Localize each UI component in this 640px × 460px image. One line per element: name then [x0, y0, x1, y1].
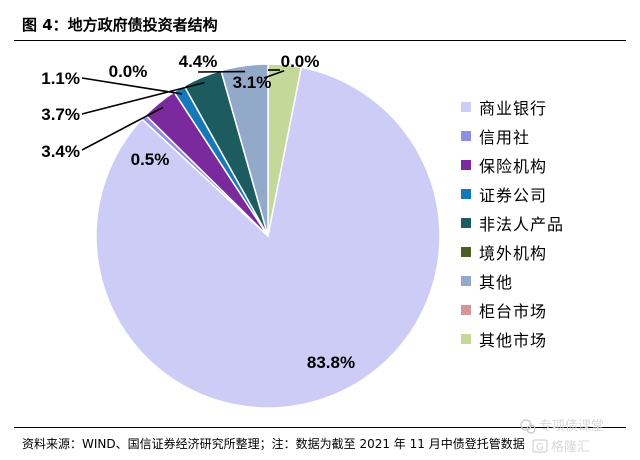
- legend-swatch: [461, 160, 471, 170]
- legend-item: 证券公司: [461, 179, 564, 208]
- legend-label: 其他: [479, 269, 513, 293]
- data-label: 3.7%: [41, 105, 80, 124]
- legend-item: 柜台市场: [461, 295, 564, 324]
- data-label: 0.0%: [281, 52, 320, 71]
- data-label: 1.1%: [41, 69, 80, 88]
- wechat-icon: [521, 420, 535, 433]
- legend-swatch: [461, 276, 471, 286]
- legend-label: 证券公司: [479, 182, 547, 206]
- legend-label: 境外机构: [479, 240, 547, 264]
- legend-swatch: [461, 131, 471, 141]
- legend: 商业银行信用社保险机构证券公司非法人产品境外机构其他柜台市场其他市场: [461, 92, 564, 353]
- legend-label: 商业银行: [479, 95, 547, 119]
- legend-swatch: [461, 334, 471, 344]
- watermark: 专项债课堂 G 格隆汇: [515, 416, 625, 456]
- legend-label: 柜台市场: [479, 298, 547, 322]
- data-label: 4.4%: [179, 52, 218, 71]
- legend-swatch: [461, 247, 471, 257]
- legend-item: 非法人产品: [461, 208, 564, 237]
- legend-label: 其他市场: [479, 327, 547, 351]
- legend-swatch: [461, 102, 471, 112]
- source-note: 资料来源：WIND、国信证券经济研究所整理；注：数据为截至 2021 年 11 …: [22, 435, 525, 452]
- legend-swatch: [461, 305, 471, 315]
- legend-label: 信用社: [479, 124, 530, 148]
- data-label: 83.8%: [307, 353, 355, 372]
- watermark-brand: 格隆汇: [551, 439, 590, 455]
- legend-item: 其他市场: [461, 324, 564, 353]
- gelonghui-logo-icon: G: [533, 440, 547, 453]
- legend-item: 商业银行: [461, 92, 564, 121]
- legend-item: 其他: [461, 266, 564, 295]
- svg-text:G: G: [536, 442, 544, 453]
- legend-swatch: [461, 189, 471, 199]
- data-label: 3.1%: [233, 73, 272, 92]
- watermark-text: 专项债课堂: [539, 419, 604, 434]
- legend-label: 非法人产品: [479, 211, 564, 235]
- legend-item: 信用社: [461, 121, 564, 150]
- legend-item: 境外机构: [461, 237, 564, 266]
- data-label: 0.0%: [109, 62, 148, 81]
- legend-label: 保险机构: [479, 153, 547, 177]
- data-label: 3.4%: [41, 142, 80, 161]
- legend-swatch: [461, 218, 471, 228]
- legend-item: 保险机构: [461, 150, 564, 179]
- data-label: 0.5%: [131, 150, 170, 169]
